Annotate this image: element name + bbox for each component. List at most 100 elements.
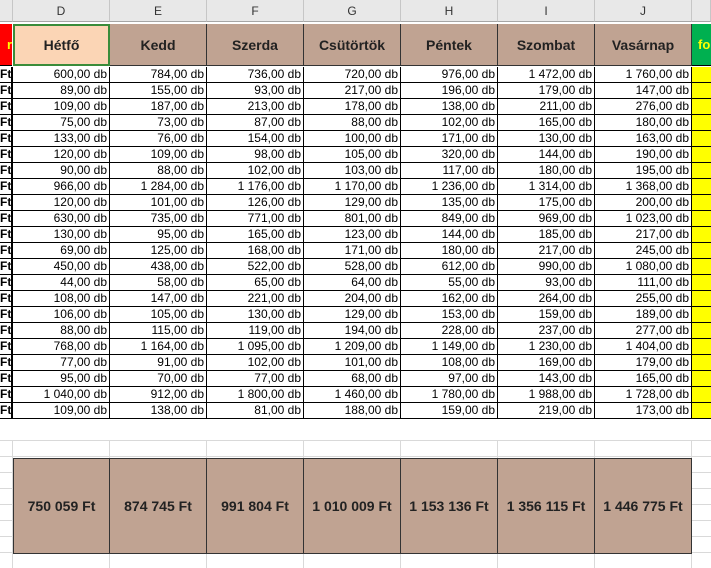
table-cell[interactable]: 1 236,00 db xyxy=(401,179,498,195)
table-cell[interactable]: 255,00 db xyxy=(595,291,692,307)
table-cell[interactable]: 450,00 db xyxy=(13,259,110,275)
table-cell[interactable]: 1 728,00 db xyxy=(595,387,692,403)
day-header-2[interactable]: Szerda xyxy=(207,24,304,66)
table-cell[interactable]: 1 149,00 db xyxy=(401,339,498,355)
yellow-cell[interactable] xyxy=(692,275,711,291)
table-cell[interactable]: 200,00 db xyxy=(595,195,692,211)
yellow-cell[interactable] xyxy=(692,131,711,147)
row-edge-ft[interactable]: Ft xyxy=(0,339,12,355)
row-edge-ft[interactable]: Ft xyxy=(0,179,12,195)
table-cell[interactable]: 88,00 db xyxy=(110,163,207,179)
table-cell[interactable]: 129,00 db xyxy=(304,307,401,323)
table-cell[interactable]: 154,00 db xyxy=(207,131,304,147)
table-cell[interactable]: 87,00 db xyxy=(207,115,304,131)
table-cell[interactable]: 1 314,00 db xyxy=(498,179,595,195)
yellow-cell[interactable] xyxy=(692,227,711,243)
table-cell[interactable]: 126,00 db xyxy=(207,195,304,211)
table-cell[interactable]: 976,00 db xyxy=(401,67,498,83)
table-cell[interactable]: 144,00 db xyxy=(498,147,595,163)
table-cell[interactable]: 1 230,00 db xyxy=(498,339,595,355)
table-cell[interactable]: 88,00 db xyxy=(304,115,401,131)
yellow-cell[interactable] xyxy=(692,163,711,179)
table-cell[interactable]: 108,00 db xyxy=(13,291,110,307)
table-cell[interactable]: 528,00 db xyxy=(304,259,401,275)
table-cell[interactable]: 180,00 db xyxy=(401,243,498,259)
row-edge-ft[interactable]: Ft xyxy=(0,371,12,387)
row-edge-ft[interactable]: Ft xyxy=(0,355,12,371)
table-cell[interactable]: 277,00 db xyxy=(595,323,692,339)
table-cell[interactable]: 115,00 db xyxy=(110,323,207,339)
table-cell[interactable]: 320,00 db xyxy=(401,147,498,163)
row-edge-ft[interactable]: Ft xyxy=(0,131,12,147)
yellow-cell[interactable] xyxy=(692,195,711,211)
table-cell[interactable]: 1 988,00 db xyxy=(498,387,595,403)
table-cell[interactable]: 178,00 db xyxy=(304,99,401,115)
table-cell[interactable]: 117,00 db xyxy=(401,163,498,179)
table-cell[interactable]: 76,00 db xyxy=(110,131,207,147)
yellow-cell[interactable] xyxy=(692,147,711,163)
row-edge-ft[interactable]: Ft xyxy=(0,211,12,227)
table-cell[interactable]: 1 760,00 db xyxy=(595,67,692,83)
table-cell[interactable]: 1 472,00 db xyxy=(498,67,595,83)
table-cell[interactable]: 111,00 db xyxy=(595,275,692,291)
table-cell[interactable]: 130,00 db xyxy=(13,227,110,243)
table-cell[interactable]: 784,00 db xyxy=(110,67,207,83)
table-cell[interactable]: 81,00 db xyxy=(207,403,304,419)
row-edge-ft[interactable]: Ft xyxy=(0,291,12,307)
total-cell[interactable]: 991 804 Ft xyxy=(207,458,304,554)
day-header-5[interactable]: Szombat xyxy=(498,24,595,66)
table-cell[interactable]: 89,00 db xyxy=(13,83,110,99)
table-cell[interactable]: 138,00 db xyxy=(110,403,207,419)
column-header-D[interactable]: D xyxy=(13,0,110,22)
table-cell[interactable]: 736,00 db xyxy=(207,67,304,83)
day-header-4[interactable]: Péntek xyxy=(401,24,498,66)
table-cell[interactable]: 194,00 db xyxy=(304,323,401,339)
table-cell[interactable]: 135,00 db xyxy=(401,195,498,211)
table-cell[interactable]: 612,00 db xyxy=(401,259,498,275)
table-cell[interactable]: 180,00 db xyxy=(498,163,595,179)
table-cell[interactable]: 185,00 db xyxy=(498,227,595,243)
day-header-0[interactable]: Hétfő xyxy=(13,24,110,66)
table-cell[interactable]: 211,00 db xyxy=(498,99,595,115)
table-cell[interactable]: 105,00 db xyxy=(304,147,401,163)
table-cell[interactable]: 69,00 db xyxy=(13,243,110,259)
table-cell[interactable]: 221,00 db xyxy=(207,291,304,307)
row-edge-ft[interactable]: Ft xyxy=(0,195,12,211)
table-cell[interactable]: 187,00 db xyxy=(110,99,207,115)
table-cell[interactable]: 73,00 db xyxy=(110,115,207,131)
total-cell[interactable]: 1 010 009 Ft xyxy=(304,458,401,554)
column-header-K[interactable] xyxy=(692,0,711,22)
table-cell[interactable]: 171,00 db xyxy=(401,131,498,147)
yellow-cell[interactable] xyxy=(692,83,711,99)
column-header-I[interactable]: I xyxy=(498,0,595,22)
yellow-cell[interactable] xyxy=(692,387,711,403)
table-cell[interactable]: 147,00 db xyxy=(595,83,692,99)
table-cell[interactable]: 217,00 db xyxy=(304,83,401,99)
table-cell[interactable]: 771,00 db xyxy=(207,211,304,227)
table-cell[interactable]: 219,00 db xyxy=(498,403,595,419)
table-cell[interactable]: 88,00 db xyxy=(13,323,110,339)
table-cell[interactable]: 175,00 db xyxy=(498,195,595,211)
table-cell[interactable]: 106,00 db xyxy=(13,307,110,323)
yellow-cell[interactable] xyxy=(692,291,711,307)
table-cell[interactable]: 120,00 db xyxy=(13,195,110,211)
table-cell[interactable]: 95,00 db xyxy=(13,371,110,387)
day-header-3[interactable]: Csütörtök xyxy=(304,24,401,66)
table-cell[interactable]: 1 800,00 db xyxy=(207,387,304,403)
table-cell[interactable]: 168,00 db xyxy=(207,243,304,259)
column-header-E[interactable]: E xyxy=(110,0,207,22)
table-cell[interactable]: 720,00 db xyxy=(304,67,401,83)
column-header-C[interactable] xyxy=(0,0,13,22)
table-cell[interactable]: 97,00 db xyxy=(401,371,498,387)
yellow-cell[interactable] xyxy=(692,259,711,275)
table-cell[interactable]: 58,00 db xyxy=(110,275,207,291)
table-cell[interactable]: 1 170,00 db xyxy=(304,179,401,195)
table-cell[interactable]: 70,00 db xyxy=(110,371,207,387)
table-cell[interactable]: 1 404,00 db xyxy=(595,339,692,355)
table-cell[interactable]: 173,00 db xyxy=(595,403,692,419)
table-cell[interactable]: 1 209,00 db xyxy=(304,339,401,355)
table-cell[interactable]: 245,00 db xyxy=(595,243,692,259)
day-header-6[interactable]: Vasárnap xyxy=(595,24,692,66)
column-header-F[interactable]: F xyxy=(207,0,304,22)
